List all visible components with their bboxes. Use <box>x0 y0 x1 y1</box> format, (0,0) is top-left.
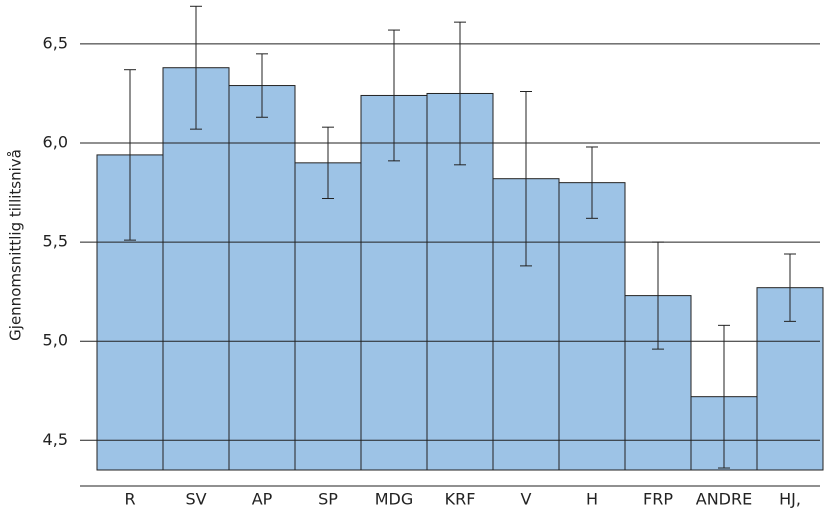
y-tick-label: 4,5 <box>43 430 68 449</box>
x-tick-label: SV <box>185 490 206 509</box>
error-bar <box>190 5 202 130</box>
y-tick-label: 6,0 <box>43 133 68 152</box>
x-tick-label: V <box>521 490 532 509</box>
bar <box>162 67 230 471</box>
error-bar <box>124 69 136 241</box>
y-tick-label: 6,5 <box>43 33 68 52</box>
bar <box>756 287 824 471</box>
error-bar <box>718 324 730 469</box>
y-tick-label: 5,0 <box>43 331 68 350</box>
error-bar <box>784 253 796 322</box>
error-bar <box>388 29 400 162</box>
x-tick-label: H <box>586 490 598 509</box>
error-bar <box>256 53 268 118</box>
y-tick-label: 5,5 <box>43 232 68 251</box>
x-tick-label: SP <box>318 490 338 509</box>
error-bar <box>322 126 334 200</box>
error-bar <box>586 146 598 219</box>
x-tick-label: ANDRE <box>696 490 752 509</box>
x-tick-label: R <box>124 490 135 509</box>
error-bar <box>454 21 466 166</box>
x-tick-label: HJ, <box>779 490 801 509</box>
x-tick-label: FRP <box>643 490 673 509</box>
y-axis-label: Gjennomsnittlig tillitsnivå <box>7 149 25 341</box>
x-tick-label: AP <box>252 490 273 509</box>
bar <box>294 162 362 471</box>
error-bar <box>520 90 532 267</box>
error-bar <box>652 241 664 350</box>
x-tick-label: MDG <box>375 490 414 509</box>
x-tick-label: KRF <box>445 490 476 509</box>
bar <box>558 182 626 471</box>
